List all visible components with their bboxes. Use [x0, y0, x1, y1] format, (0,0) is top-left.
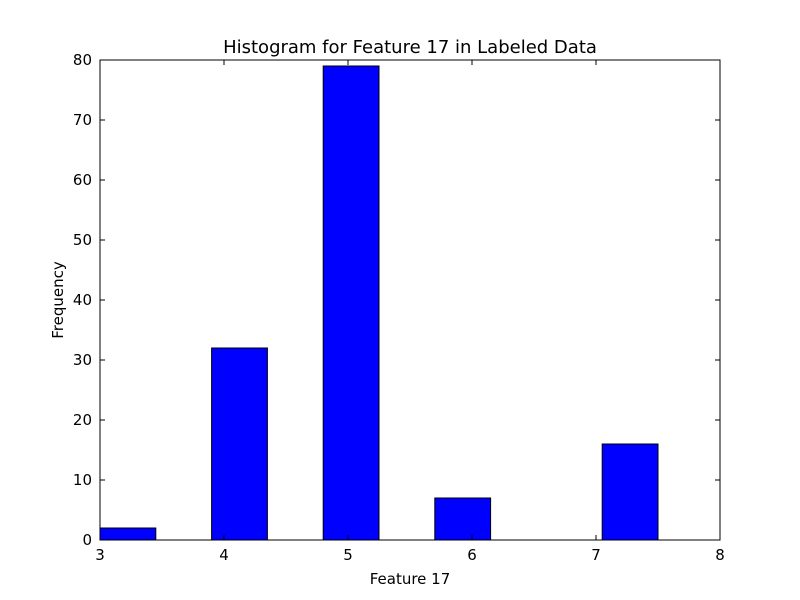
histogram-bar-3	[322, 65, 380, 541]
y-axis-label: Frequency	[49, 261, 67, 339]
histogram-bar-2	[211, 347, 268, 541]
x-tick-label: 4	[219, 546, 229, 564]
x-tick-label: 3	[95, 546, 105, 564]
x-tick-label: 6	[467, 546, 477, 564]
y-tick-label: 10	[73, 471, 92, 489]
y-tick-label: 50	[73, 231, 92, 249]
y-tick-label: 0	[82, 531, 92, 549]
chart-title: Histogram for Feature 17 in Labeled Data	[223, 37, 597, 58]
x-tick-label: 8	[715, 546, 725, 564]
y-tick-label: 40	[73, 291, 92, 309]
y-tick-label: 80	[73, 51, 92, 69]
x-axis-label: Feature 17	[370, 570, 451, 588]
y-tick-label: 70	[73, 111, 92, 129]
bars-group	[99, 65, 659, 541]
x-tick-label: 7	[591, 546, 601, 564]
y-tick-label: 20	[73, 411, 92, 429]
y-tick-label: 60	[73, 171, 92, 189]
x-tick-label: 5	[343, 546, 353, 564]
histogram-bar-6	[601, 443, 659, 541]
histogram-bar-4	[434, 497, 492, 541]
histogram-bar-1	[99, 527, 157, 541]
y-tick-label: 30	[73, 351, 92, 369]
